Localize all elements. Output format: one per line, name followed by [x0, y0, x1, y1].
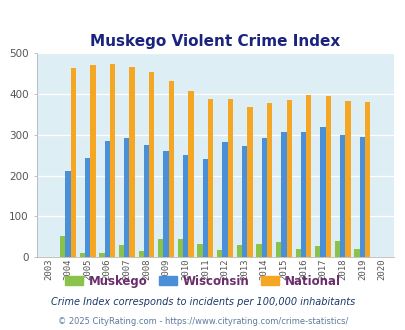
Bar [286, 100, 291, 257]
Text: Crime Index corresponds to incidents per 100,000 inhabitants: Crime Index corresponds to incidents per… [51, 297, 354, 307]
Bar [168, 81, 174, 257]
Bar [90, 65, 95, 257]
Bar [138, 251, 143, 257]
Bar [143, 145, 149, 257]
Bar [207, 99, 213, 257]
Bar [183, 155, 188, 257]
Bar [295, 249, 300, 257]
Bar [300, 132, 305, 257]
Bar [129, 67, 134, 257]
Bar [163, 151, 168, 257]
Bar [314, 247, 320, 257]
Legend: Muskego, Wisconsin, National: Muskego, Wisconsin, National [60, 270, 345, 292]
Bar [158, 239, 163, 257]
Bar [217, 250, 222, 257]
Bar [241, 146, 247, 257]
Bar [124, 138, 129, 257]
Bar [65, 171, 70, 257]
Bar [70, 68, 76, 257]
Bar [110, 64, 115, 257]
Bar [202, 159, 207, 257]
Text: © 2025 CityRating.com - https://www.cityrating.com/crime-statistics/: © 2025 CityRating.com - https://www.city… [58, 317, 347, 326]
Bar [104, 141, 110, 257]
Bar [305, 95, 311, 257]
Bar [119, 245, 124, 257]
Bar [256, 244, 261, 257]
Bar [354, 249, 359, 257]
Bar [149, 72, 154, 257]
Bar [261, 138, 266, 257]
Bar [325, 96, 330, 257]
Bar [359, 137, 364, 257]
Bar [79, 253, 85, 257]
Bar [99, 253, 104, 257]
Bar [85, 157, 90, 257]
Bar [197, 244, 202, 257]
Bar [247, 107, 252, 257]
Bar [281, 132, 286, 257]
Bar [236, 245, 241, 257]
Bar [188, 91, 193, 257]
Bar [275, 242, 281, 257]
Bar [334, 241, 339, 257]
Bar [364, 102, 369, 257]
Bar [345, 102, 350, 257]
Bar [222, 142, 227, 257]
Bar [320, 127, 325, 257]
Bar [60, 236, 65, 257]
Bar [339, 135, 345, 257]
Bar [177, 239, 183, 257]
Bar [266, 103, 271, 257]
Bar [227, 99, 232, 257]
Title: Muskego Violent Crime Index: Muskego Violent Crime Index [90, 34, 339, 49]
